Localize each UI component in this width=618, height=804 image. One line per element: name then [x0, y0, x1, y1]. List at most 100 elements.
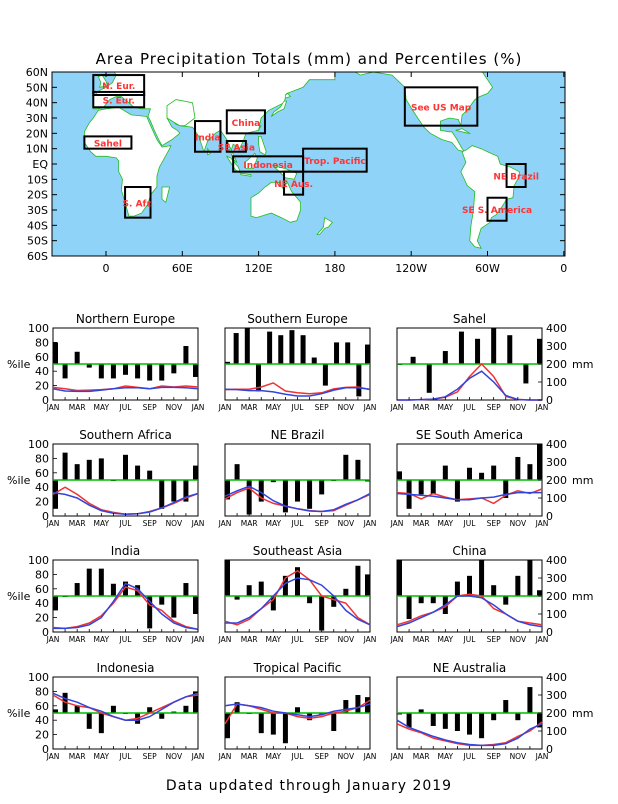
- land-mass: [166, 99, 196, 127]
- region-box: [225, 140, 247, 153]
- month-label: JAN: [390, 635, 404, 644]
- percentile-bar: [267, 331, 273, 364]
- month-label: SEP: [143, 635, 157, 644]
- panel-title: Southeast Asia: [253, 544, 343, 558]
- land-mass: [258, 125, 262, 131]
- y-tick-label: 60: [35, 700, 49, 713]
- percentile-bar: [430, 713, 436, 726]
- region-label: Indonesia: [243, 161, 292, 171]
- month-label: MAY: [438, 635, 454, 644]
- lat-label: 10N: [26, 143, 48, 156]
- right-axis-label: mm: [572, 474, 593, 487]
- land-mass: [258, 135, 267, 156]
- month-label: JAN: [218, 752, 232, 761]
- percentile-bar: [365, 574, 370, 596]
- observed-line: [224, 569, 371, 626]
- percentile-bar: [503, 480, 509, 498]
- y-tick-label: 100: [546, 492, 567, 505]
- month-label: JUL: [463, 403, 477, 412]
- percentile-bar: [515, 575, 521, 596]
- percentile-bar: [331, 713, 337, 731]
- month-label: MAR: [241, 519, 258, 528]
- land-mass: [92, 72, 336, 163]
- region-label: S. Afr.: [123, 199, 154, 209]
- month-label: JAN: [191, 635, 205, 644]
- lat-label: 60N: [26, 66, 48, 79]
- percentile-bar: [98, 458, 104, 480]
- lon-label: 120E: [245, 262, 273, 275]
- region-label: SE S. America: [462, 206, 532, 216]
- climatology-line: [224, 703, 371, 718]
- y-tick-label: 100: [546, 608, 567, 621]
- month-label: MAY: [94, 752, 110, 761]
- month-label: JUL: [463, 752, 477, 761]
- climatology-line: [396, 595, 543, 628]
- percentile-bar: [307, 480, 313, 509]
- percentile-bar: [430, 596, 436, 604]
- y-tick-label: 300: [546, 572, 567, 585]
- percentile-bar: [53, 480, 58, 509]
- y-tick-label: 0: [42, 510, 49, 523]
- percentile-bar: [234, 702, 240, 713]
- percentile-bar: [322, 364, 328, 386]
- percentile-bar: [527, 560, 533, 596]
- month-label: JUL: [291, 635, 305, 644]
- land-mass: [250, 179, 302, 223]
- month-label: MAY: [438, 752, 454, 761]
- panel-title: Northern Europe: [76, 312, 175, 326]
- percentile-bar: [270, 480, 276, 483]
- percentile-bar: [467, 713, 472, 735]
- y-tick-label: 60: [35, 583, 49, 596]
- lat-label: 20N: [26, 127, 48, 140]
- panel-title: Indonesia: [96, 661, 154, 675]
- y-tick-label: 80: [35, 568, 49, 581]
- percentile-bar: [527, 464, 533, 480]
- y-tick-label: 20: [35, 496, 49, 509]
- percentile-bar: [159, 364, 165, 381]
- percentile-bar: [515, 713, 521, 721]
- month-label: JAN: [535, 635, 549, 644]
- y-tick-label: 0: [42, 743, 49, 756]
- y-tick-label: 20: [35, 380, 49, 393]
- percentile-bar: [334, 342, 340, 364]
- lon-label: 0: [560, 262, 567, 275]
- month-label: MAY: [266, 403, 282, 412]
- percentile-bar: [343, 454, 349, 480]
- month-label: JAN: [363, 519, 377, 528]
- month-label: MAY: [266, 635, 282, 644]
- lat-label: EQ: [32, 158, 48, 171]
- lon-label: 180: [324, 262, 345, 275]
- percentile-bar: [343, 588, 349, 596]
- climatology-line: [396, 719, 543, 747]
- percentile-bar: [343, 700, 349, 713]
- percentile-bar: [289, 330, 295, 364]
- month-label: SEP: [315, 519, 329, 528]
- panel: Tropical Pacific JAN MAR MAY JUL SEP NOV JAN: [218, 661, 377, 761]
- y-tick-label: 400: [546, 671, 567, 684]
- month-label: MAR: [413, 752, 430, 761]
- month-label: NOV: [166, 635, 183, 644]
- region-box: [194, 120, 222, 153]
- month-label: JUL: [463, 635, 477, 644]
- percentile-bar: [319, 480, 325, 495]
- month-label: NOV: [166, 519, 183, 528]
- land-mass: [161, 186, 171, 203]
- percentile-bar: [345, 342, 351, 364]
- month-label: JAN: [46, 752, 60, 761]
- percentile-bar: [270, 713, 276, 735]
- percentile-bar: [244, 328, 250, 364]
- percentile-bar: [479, 713, 485, 739]
- percentile-bar: [442, 465, 448, 480]
- panel-title: Southern Europe: [247, 312, 348, 326]
- month-label: MAR: [413, 635, 430, 644]
- percentile-bar: [98, 713, 104, 734]
- month-label: MAY: [94, 403, 110, 412]
- percentile-bar: [300, 335, 306, 364]
- percentile-bar: [86, 568, 92, 596]
- percentile-bar: [74, 464, 80, 480]
- left-axis-label: %ile: [7, 590, 31, 603]
- month-label: MAR: [413, 519, 430, 528]
